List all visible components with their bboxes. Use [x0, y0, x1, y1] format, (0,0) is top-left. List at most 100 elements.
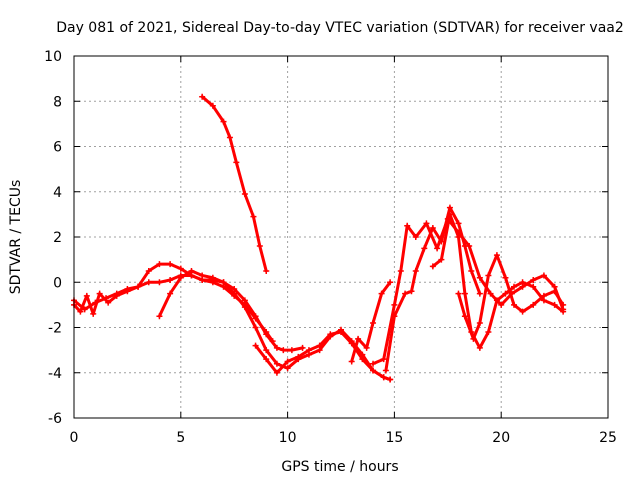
data-point — [273, 360, 280, 367]
data-point — [199, 93, 206, 100]
data-point — [391, 301, 398, 308]
x-tick-label: 20 — [492, 430, 510, 446]
y-tick-label: -4 — [48, 366, 62, 382]
y-tick-label: 0 — [53, 275, 62, 291]
data-point — [209, 102, 216, 109]
y-tick-label: 2 — [53, 230, 62, 246]
data-point — [476, 344, 483, 351]
data-point — [156, 279, 163, 286]
data-point — [455, 290, 462, 297]
data-point — [560, 301, 567, 308]
data-point — [530, 283, 537, 290]
data-point — [273, 369, 280, 376]
data-point — [250, 213, 257, 220]
data-point — [77, 308, 84, 315]
data-point — [476, 290, 483, 297]
series-sat-h-points — [382, 204, 483, 374]
series-line-sat-e — [200, 95, 268, 273]
data-point — [446, 211, 453, 218]
data-point — [96, 290, 103, 297]
data-point — [359, 356, 366, 363]
data-point — [284, 365, 291, 372]
data-point — [402, 290, 409, 297]
data-point — [434, 245, 441, 252]
y-tick-label: -2 — [48, 321, 62, 337]
data-point — [391, 313, 398, 320]
data-point — [498, 301, 505, 308]
data-point — [241, 304, 248, 311]
series-line-sat-f — [350, 280, 392, 363]
y-tick-label: 4 — [53, 185, 62, 201]
data-point — [560, 308, 567, 315]
data-point — [167, 290, 174, 297]
data-point — [156, 261, 163, 268]
data-point — [382, 367, 389, 374]
series-sat-j-points — [455, 252, 567, 342]
data-point — [397, 267, 404, 274]
data-point — [188, 267, 195, 274]
data-point — [284, 358, 291, 365]
data-point — [540, 292, 547, 299]
data-point — [519, 279, 526, 286]
data-point — [177, 274, 184, 281]
data-point — [370, 319, 377, 326]
data-point — [519, 308, 526, 315]
data-point — [145, 267, 152, 274]
data-point — [446, 204, 453, 211]
data-point — [252, 324, 259, 331]
x-tick-label: 0 — [70, 430, 79, 446]
data-point — [316, 342, 323, 349]
data-point — [485, 272, 492, 279]
data-point — [387, 279, 394, 286]
series-group — [71, 93, 567, 383]
data-point — [252, 315, 259, 322]
data-point — [273, 344, 280, 351]
data-point — [288, 347, 295, 354]
data-point — [209, 274, 216, 281]
data-point — [412, 267, 419, 274]
x-tick-label: 5 — [176, 430, 185, 446]
data-point — [280, 347, 287, 354]
grid — [74, 56, 608, 418]
data-point — [429, 263, 436, 270]
data-point — [461, 313, 468, 320]
data-point — [327, 331, 334, 338]
y-axis-label: SDTVAR / TECUs — [8, 180, 24, 295]
data-point — [83, 292, 90, 299]
y-tick-label: 8 — [53, 94, 62, 110]
data-point — [299, 344, 306, 351]
data-point — [241, 191, 248, 198]
data-point — [92, 299, 99, 306]
series-sat-i-points — [429, 211, 567, 351]
data-point — [493, 297, 500, 304]
data-point — [476, 274, 483, 281]
series-line-sat-d — [254, 330, 392, 381]
series-sat-c-points — [156, 267, 394, 383]
data-point — [269, 338, 276, 345]
data-point — [105, 299, 112, 306]
data-point — [421, 245, 428, 252]
data-point — [412, 234, 419, 240]
x-tick-label: 15 — [385, 430, 403, 446]
data-point — [530, 301, 537, 308]
data-point — [263, 267, 270, 274]
data-point — [338, 329, 344, 336]
data-point — [199, 272, 206, 279]
data-point — [470, 335, 477, 342]
data-point — [370, 367, 377, 374]
data-point — [263, 347, 270, 354]
data-point — [348, 358, 355, 365]
x-tick-label: 10 — [279, 430, 297, 446]
data-point — [485, 329, 492, 336]
data-point — [81, 306, 88, 313]
data-point — [167, 276, 174, 283]
data-point — [511, 283, 518, 290]
data-point — [380, 374, 387, 381]
ticks: 0 5 10 15 20 25 -6 -4 -2 0 2 4 6 8 10 — [44, 49, 617, 446]
series-sat-f-points — [348, 279, 394, 365]
data-point — [231, 290, 238, 297]
data-point — [256, 243, 263, 250]
data-point — [355, 335, 362, 342]
data-point — [530, 276, 537, 283]
